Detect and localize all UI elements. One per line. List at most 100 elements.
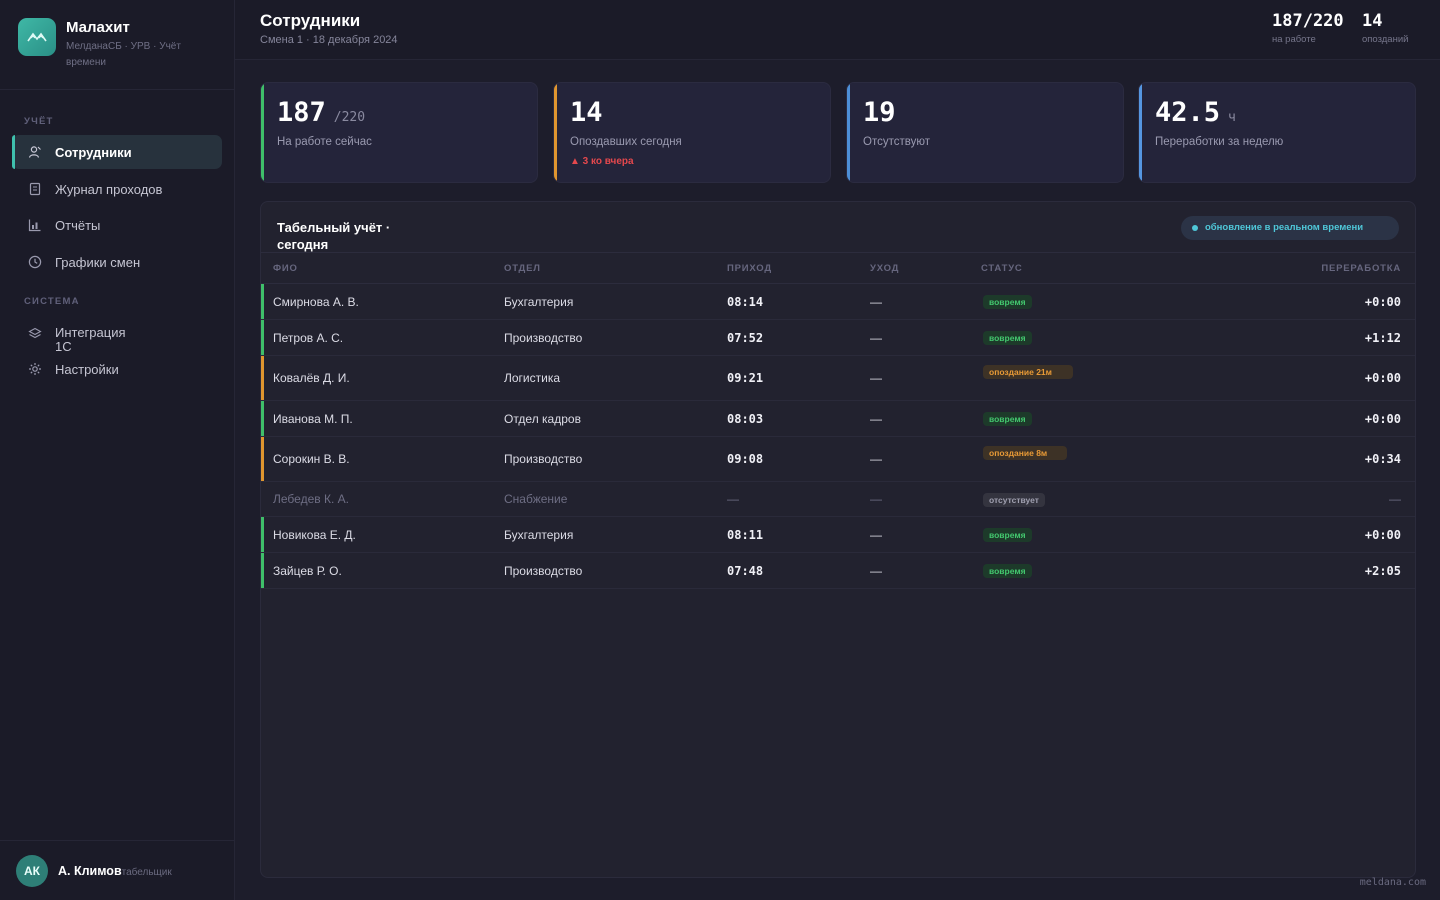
sidebar-item-integration-1c[interactable]: Интеграция 1С (12, 322, 222, 356)
layers-icon (27, 326, 43, 342)
kpi-card-overtime: 42.5 ч Переработки за неделю (1138, 82, 1416, 183)
cell-dept: Производство (504, 331, 583, 345)
cell-overtime: +0:34 (1364, 452, 1401, 466)
table-row[interactable]: Ковалёв Д. И. Логистика 09:21 — опоздани… (261, 356, 1415, 401)
cell-dept: Производство (504, 564, 583, 578)
table-row[interactable]: Петров А. С. Производство 07:52 — воврем… (261, 320, 1415, 356)
status-badge: вовремя (983, 528, 1032, 542)
cell-out: — (870, 564, 882, 578)
cell-in: 08:03 (727, 412, 764, 426)
sidebar-item-journal[interactable]: Журнал проходов (12, 172, 222, 206)
app-subtitle: МелданаСБ · УРВ · Учёт времени (66, 41, 181, 68)
table-row[interactable]: Иванова М. П. Отдел кадров 08:03 — вовре… (261, 401, 1415, 437)
table-row[interactable]: Смирнова А. В. Бухгалтерия 08:14 — вовре… (261, 284, 1415, 320)
status-badge: опоздание 21м (983, 365, 1073, 379)
cell-name: Лебедев К. А. (273, 492, 349, 506)
column-header-status[interactable]: СТАТУС (981, 263, 1023, 274)
cell-dept: Логистика (504, 371, 561, 385)
status-badge: вовремя (983, 295, 1032, 309)
table-row[interactable]: Лебедев К. А. Снабжение — — отсутствует … (261, 482, 1415, 517)
header-stat-present-label: на работе (1272, 34, 1316, 45)
cell-overtime: +2:05 (1364, 564, 1401, 578)
cell-overtime: +1:12 (1364, 331, 1401, 345)
sidebar-item-employees[interactable]: Сотрудники (12, 135, 222, 169)
page-title: Сотрудники (260, 11, 361, 30)
header-stat-present-value: 187/220 (1272, 11, 1344, 31)
cell-in: 08:14 (727, 295, 764, 309)
gear-icon (27, 361, 43, 377)
user-role: табельщик (121, 866, 172, 878)
cell-out: — (870, 412, 882, 426)
sidebar: Малахит МелданаСБ · УРВ · Учёт времени У… (0, 0, 235, 900)
cell-out: — (870, 452, 882, 466)
cell-out: — (870, 371, 882, 385)
cell-out: — (870, 331, 882, 345)
cell-dept: Бухгалтерия (504, 528, 574, 542)
sidebar-item-label: Графики смен (55, 254, 141, 270)
row-status-bar (261, 284, 264, 319)
column-header-out[interactable]: УХОД (870, 263, 900, 274)
column-header-in[interactable]: ПРИХОД (727, 263, 772, 274)
kpi-value: 42.5 (1155, 97, 1221, 128)
timesheet-title: Табельный учёт · сегодня (277, 220, 391, 252)
avatar: АК (16, 854, 48, 887)
cell-in: 09:21 (727, 371, 764, 385)
sidebar-item-label: Настройки (55, 361, 119, 377)
kpi-label: Переработки за неделю (1155, 136, 1284, 148)
row-status-bar (261, 356, 264, 400)
table-row[interactable]: Сорокин В. В. Производство 09:08 — опозд… (261, 437, 1415, 482)
cell-name: Петров А. С. (273, 331, 344, 345)
kpi-label: На работе сейчас (277, 136, 372, 148)
cell-overtime: +0:00 (1364, 412, 1401, 426)
table-row[interactable]: Новикова Е. Д. Бухгалтерия 08:11 — вовре… (261, 517, 1415, 553)
app-name: Малахит (66, 19, 130, 36)
journal-icon (27, 181, 43, 197)
kpi-card-absent: 19 Отсутствуют (846, 82, 1124, 183)
status-badge: вовремя (983, 564, 1032, 578)
chart-icon (27, 217, 43, 233)
sidebar-item-label: Интеграция 1С (55, 325, 126, 354)
cell-in: 08:11 (727, 528, 764, 542)
cell-dept: Производство (504, 452, 583, 466)
cell-out: — (870, 528, 882, 542)
cell-in: 07:48 (727, 564, 764, 578)
kpi-delta: ▲ 3 ко вчера (570, 156, 634, 167)
column-header-overtime[interactable]: ПЕРЕРАБОТКА (1321, 263, 1401, 274)
table-header: ФИО ОТДЕЛ ПРИХОД УХОД СТАТУС ПЕРЕРАБОТКА (261, 252, 1415, 284)
cell-in: — (727, 492, 739, 506)
live-update-label: обновление в реальном времени (1205, 222, 1364, 233)
kpi-suffix: ч (1228, 110, 1236, 125)
header-stat-late-label: опозданий (1362, 34, 1409, 45)
row-status-bar (261, 437, 264, 481)
cell-name: Новикова Е. Д. (273, 528, 356, 542)
live-update-badge: обновление в реальном времени (1181, 216, 1399, 240)
brand: Малахит МелданаСБ · УРВ · Учёт времени (0, 0, 234, 90)
cell-name: Ковалёв Д. И. (273, 371, 350, 385)
sidebar-item-label: Сотрудники (55, 144, 132, 160)
column-header-name[interactable]: ФИО (273, 263, 298, 274)
timesheet-panel: Табельный учёт · сегодня обновление в ре… (260, 201, 1416, 878)
cell-name: Сорокин В. В. (273, 452, 350, 466)
nav-section-accounting: УЧЁТ (24, 116, 54, 127)
current-user[interactable]: АК А. Климов табельщик (0, 840, 235, 900)
sidebar-item-shift-schedules[interactable]: Графики смен (12, 245, 222, 279)
sidebar-item-settings[interactable]: Настройки (12, 352, 222, 386)
watermark: meldana.com (1359, 877, 1426, 888)
row-status-bar (261, 517, 264, 552)
cell-name: Иванова М. П. (273, 412, 353, 426)
sidebar-item-reports[interactable]: Отчёты (12, 208, 222, 242)
live-dot-icon (1192, 225, 1198, 231)
kpi-suffix: /220 (333, 110, 366, 125)
kpi-label: Опоздавших сегодня (570, 136, 682, 148)
column-header-dept[interactable]: ОТДЕЛ (504, 263, 541, 274)
user-icon (27, 144, 43, 160)
header-stat-late: 14 опозданий (1362, 11, 1408, 45)
user-name: А. Климов (58, 863, 122, 878)
cell-dept: Бухгалтерия (504, 295, 574, 309)
page-subtitle: Смена 1 · 18 декабря 2024 (260, 34, 398, 46)
nav-section-system: СИСТЕМА (24, 296, 80, 307)
kpi-value: 187 (277, 97, 326, 128)
table-row[interactable]: Зайцев Р. О. Производство 07:48 — воврем… (261, 553, 1415, 589)
header-stat-late-value: 14 (1362, 11, 1383, 31)
row-status-bar (261, 320, 264, 355)
